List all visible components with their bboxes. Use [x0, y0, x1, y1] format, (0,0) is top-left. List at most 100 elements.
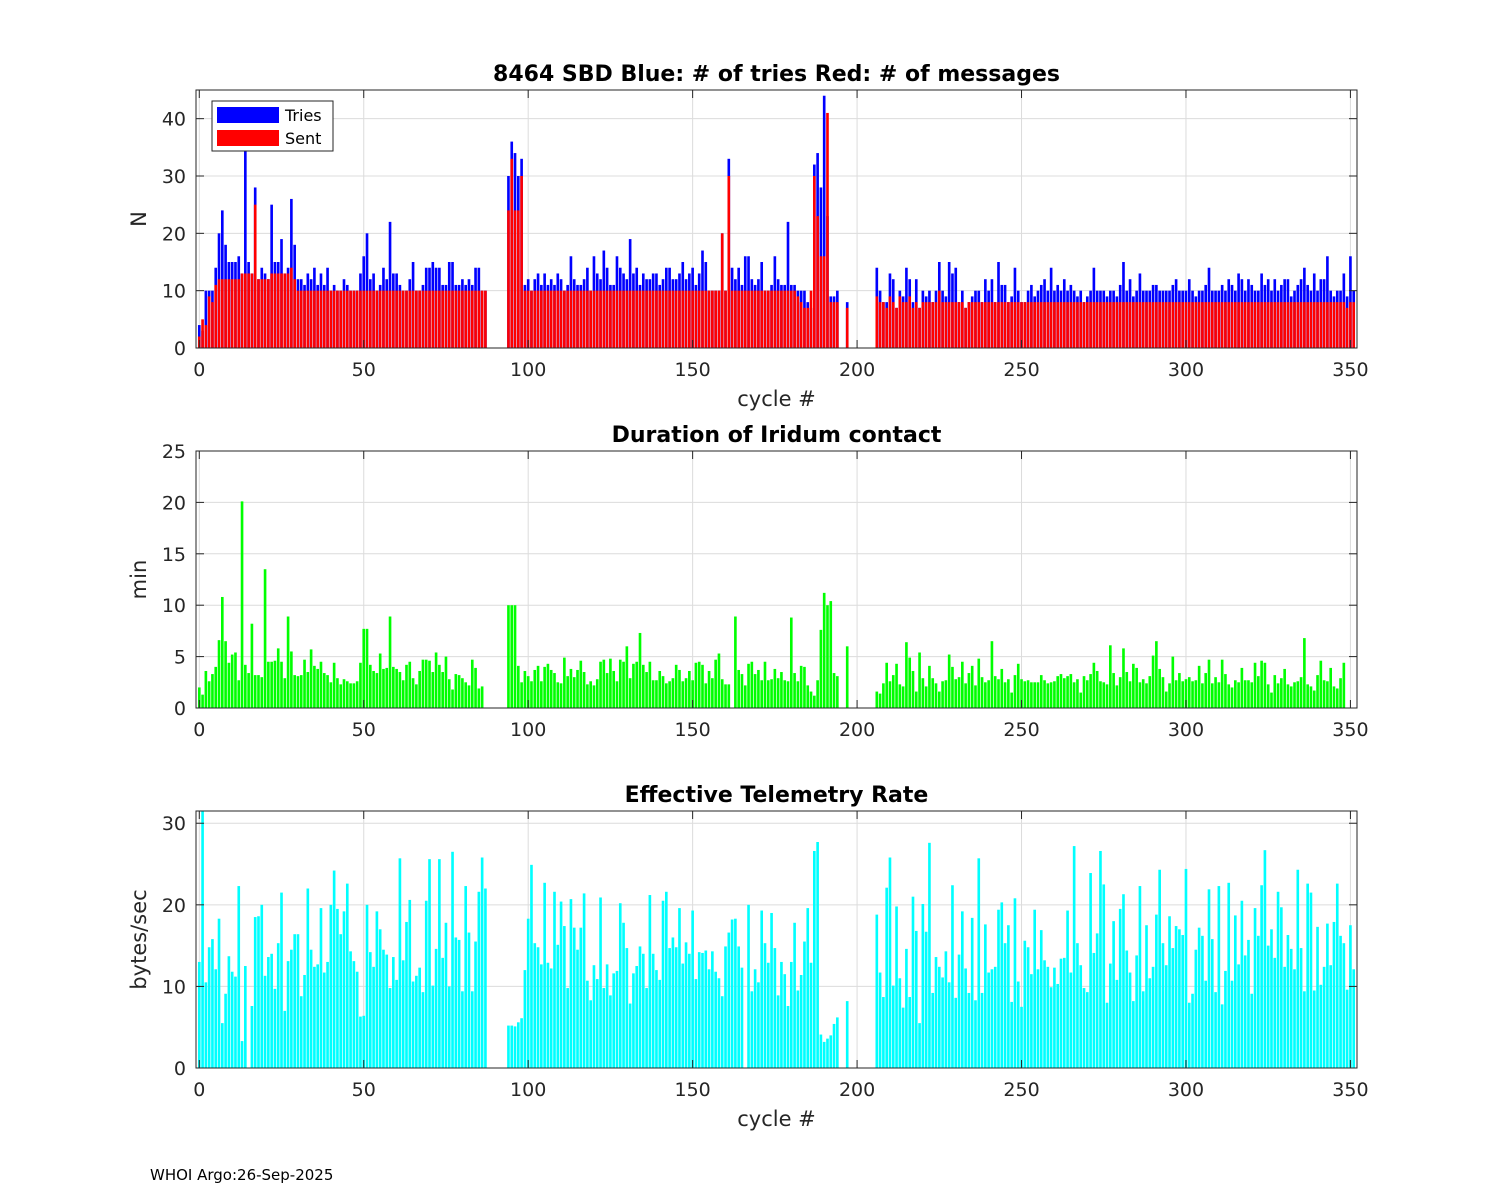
bar — [1230, 302, 1234, 348]
bar — [359, 662, 362, 708]
bar — [1214, 677, 1217, 708]
bar — [517, 1022, 520, 1068]
bar — [201, 811, 204, 1068]
bar — [1319, 984, 1323, 1068]
bar — [201, 694, 204, 708]
bar — [1352, 969, 1356, 1068]
bar — [711, 290, 714, 348]
bar — [829, 601, 833, 708]
bar — [625, 646, 629, 708]
x-tick-label: 350 — [1332, 359, 1368, 381]
bar — [1349, 302, 1352, 348]
bar — [1312, 990, 1316, 1068]
bar — [1095, 933, 1099, 1068]
bar — [1309, 302, 1313, 348]
bar — [1062, 678, 1066, 708]
bar — [480, 686, 484, 708]
bar — [1214, 992, 1217, 1068]
bar — [227, 662, 231, 708]
bar — [589, 290, 592, 348]
bar — [898, 296, 902, 348]
bar — [720, 996, 724, 1068]
bar — [467, 290, 471, 348]
bar — [1194, 302, 1198, 348]
bar — [1204, 673, 1208, 708]
bar — [1224, 674, 1227, 708]
x-tick-label: 250 — [1003, 719, 1039, 741]
bar — [813, 850, 816, 1068]
bar — [743, 290, 747, 348]
bar — [477, 688, 481, 708]
bar — [1033, 682, 1036, 708]
bar — [286, 273, 290, 348]
bar — [457, 675, 461, 708]
bar — [1326, 302, 1329, 348]
bar — [372, 966, 375, 1068]
bar — [244, 147, 247, 348]
bar — [201, 319, 204, 348]
bar — [796, 681, 800, 708]
bar — [974, 685, 977, 708]
bar — [520, 1018, 523, 1068]
bar — [970, 665, 974, 708]
bar — [984, 924, 987, 1068]
bar — [612, 973, 616, 1068]
legend-swatch-sent — [217, 130, 279, 146]
bar — [388, 616, 392, 708]
bar — [1312, 690, 1316, 708]
bar — [217, 918, 221, 1068]
bar — [1056, 676, 1060, 708]
bar — [947, 302, 951, 348]
bar — [375, 290, 379, 348]
bar — [770, 679, 773, 708]
bar — [707, 969, 711, 1068]
bar — [464, 290, 468, 348]
bar — [352, 961, 356, 1068]
bar — [572, 290, 576, 348]
bar — [878, 693, 882, 708]
bar — [882, 302, 885, 348]
bar — [1174, 302, 1178, 348]
bar — [997, 302, 1000, 348]
bar — [1069, 674, 1073, 708]
bar — [217, 640, 221, 708]
bar — [641, 664, 645, 708]
bar — [349, 683, 352, 708]
bar — [378, 290, 382, 348]
bar — [247, 673, 250, 708]
bar — [655, 290, 658, 348]
bar — [276, 273, 280, 348]
bar — [1161, 302, 1165, 348]
bar — [990, 641, 994, 708]
bar — [914, 930, 918, 1068]
bar — [628, 678, 632, 708]
bar — [1194, 680, 1198, 708]
bar — [1342, 943, 1346, 1068]
bar — [1099, 850, 1102, 1068]
bar — [526, 290, 530, 348]
bar — [993, 302, 997, 348]
bar — [1266, 684, 1270, 708]
bar — [1155, 914, 1158, 1068]
legend-label-tries: Tries — [284, 106, 322, 125]
bar — [898, 684, 902, 708]
bar — [543, 666, 546, 708]
x-tick-label: 200 — [839, 359, 875, 381]
bar — [220, 1023, 224, 1068]
bar — [1013, 675, 1017, 708]
bar — [1053, 967, 1056, 1068]
bar — [1039, 302, 1043, 348]
bar — [1092, 952, 1096, 1068]
bar — [724, 684, 727, 708]
bar — [898, 978, 902, 1068]
bar — [306, 672, 310, 708]
bar — [813, 695, 816, 708]
bar — [517, 210, 520, 348]
bar — [392, 666, 395, 708]
bar — [1092, 662, 1096, 708]
bar — [694, 662, 698, 708]
bar — [424, 290, 428, 348]
bar — [1240, 667, 1244, 708]
bar — [533, 669, 537, 708]
bar — [875, 691, 879, 708]
